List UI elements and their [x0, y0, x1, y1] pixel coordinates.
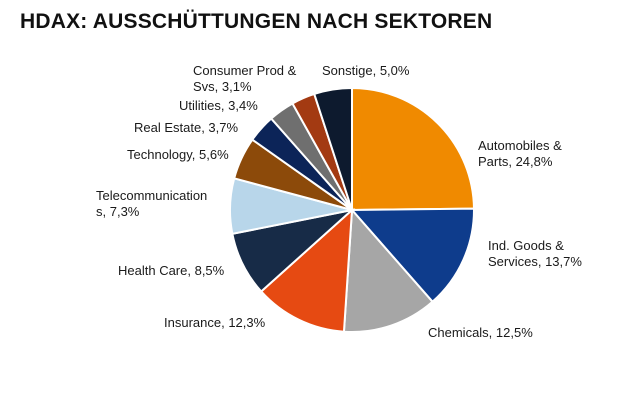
pie-slice-1 — [351, 86, 476, 212]
pie-slice-11 — [312, 86, 353, 211]
chart-title: HDAX: AUSSCHÜTTUNGEN NACH SEKTOREN — [20, 10, 493, 33]
slice-label-5: Health Care, 8,5% — [118, 263, 225, 278]
slice-label-2: Ind. Goods & Services, 13,7% — [488, 238, 582, 269]
slice-label-8: Real Estate, 3,7% — [134, 120, 238, 135]
slice-label-11: Sonstige, 5,0% — [322, 63, 410, 78]
slice-label-1: Automobiles & Parts, 24,8% — [478, 138, 562, 169]
slice-label-4: Insurance, 12,3% — [164, 315, 266, 330]
pie-slices — [229, 86, 476, 333]
slice-label-10: Consumer Prod & Svs, 3,1% — [193, 63, 297, 94]
slice-label-6: Telecommunication s, 7,3% — [96, 188, 207, 219]
slice-label-9: Utilities, 3,4% — [179, 98, 258, 113]
pie-slice-2 — [349, 207, 475, 304]
pie-slice-4 — [259, 207, 354, 333]
slice-label-3: Chemicals, 12,5% — [428, 325, 533, 340]
pie-slice-3 — [342, 207, 434, 333]
slice-label-7: Technology, 5,6% — [127, 147, 229, 162]
slice-labels: Automobiles & Parts, 24,8% Ind. Goods & Ser… — [96, 63, 582, 340]
